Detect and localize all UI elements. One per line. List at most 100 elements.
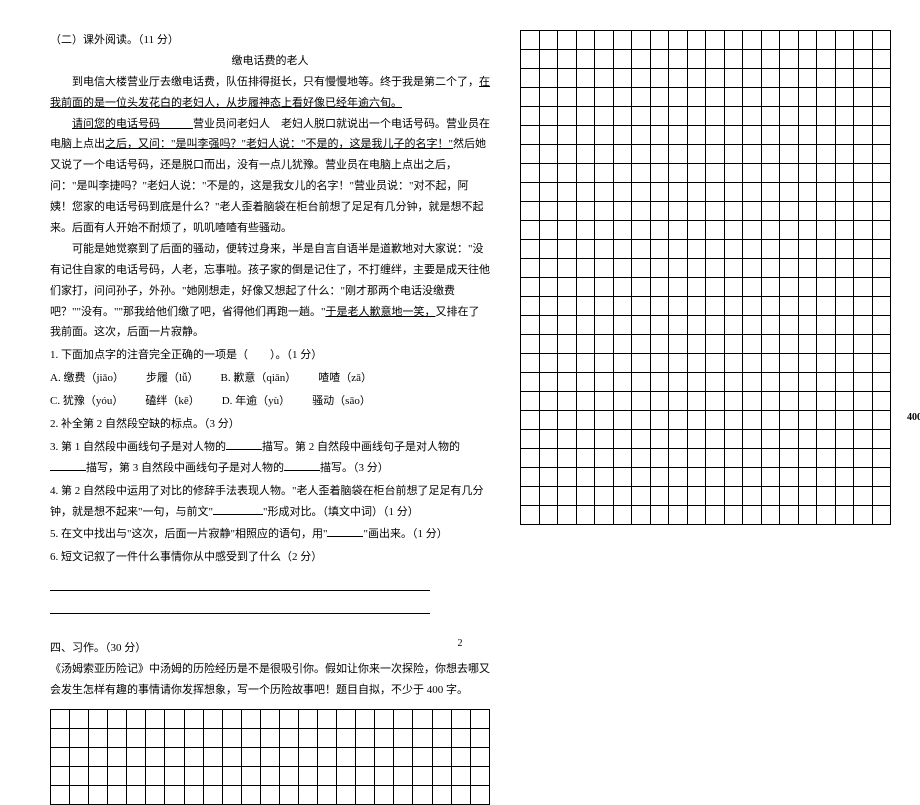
grid-cell[interactable] xyxy=(743,449,762,468)
grid-cell[interactable] xyxy=(706,297,725,316)
grid-cell[interactable] xyxy=(595,354,614,373)
grid-cell[interactable] xyxy=(761,31,780,50)
grid-cell[interactable] xyxy=(394,747,413,766)
grid-cell[interactable] xyxy=(451,728,470,747)
grid-cell[interactable] xyxy=(470,728,489,747)
grid-cell[interactable] xyxy=(375,785,394,804)
grid-cell[interactable] xyxy=(356,766,375,785)
grid-cell[interactable] xyxy=(835,354,854,373)
grid-cell[interactable] xyxy=(798,373,817,392)
grid-cell[interactable] xyxy=(558,411,577,430)
grid-cell[interactable] xyxy=(470,785,489,804)
grid-cell[interactable] xyxy=(854,164,873,183)
grid-cell[interactable] xyxy=(595,449,614,468)
grid-cell[interactable] xyxy=(724,506,743,525)
grid-cell[interactable] xyxy=(669,202,688,221)
grid-cell[interactable] xyxy=(761,202,780,221)
grid-cell[interactable] xyxy=(854,335,873,354)
grid-cell[interactable] xyxy=(854,316,873,335)
grid-cell[interactable] xyxy=(854,411,873,430)
grid-cell[interactable] xyxy=(687,126,706,145)
grid-cell[interactable] xyxy=(687,202,706,221)
grid-cell[interactable] xyxy=(558,50,577,69)
grid-cell[interactable] xyxy=(539,487,558,506)
grid-cell[interactable] xyxy=(780,392,799,411)
grid-cell[interactable] xyxy=(835,430,854,449)
grid-cell[interactable] xyxy=(780,88,799,107)
grid-cell[interactable] xyxy=(743,468,762,487)
grid-cell[interactable] xyxy=(687,259,706,278)
grid-cell[interactable] xyxy=(854,430,873,449)
grid-cell[interactable] xyxy=(854,31,873,50)
grid-cell[interactable] xyxy=(724,297,743,316)
grid-cell[interactable] xyxy=(539,278,558,297)
grid-cell[interactable] xyxy=(761,88,780,107)
grid-cell[interactable] xyxy=(798,430,817,449)
grid-cell[interactable] xyxy=(558,392,577,411)
grid-cell[interactable] xyxy=(872,449,891,468)
grid-cell[interactable] xyxy=(780,221,799,240)
grid-cell[interactable] xyxy=(669,88,688,107)
grid-cell[interactable] xyxy=(70,785,89,804)
grid-cell[interactable] xyxy=(470,766,489,785)
grid-cell[interactable] xyxy=(613,449,632,468)
grid-cell[interactable] xyxy=(165,728,184,747)
grid-cell[interactable] xyxy=(872,164,891,183)
grid-cell[interactable] xyxy=(558,202,577,221)
grid-cell[interactable] xyxy=(798,31,817,50)
grid-cell[interactable] xyxy=(669,335,688,354)
grid-cell[interactable] xyxy=(835,278,854,297)
grid-cell[interactable] xyxy=(576,126,595,145)
grid-cell[interactable] xyxy=(576,297,595,316)
grid-cell[interactable] xyxy=(108,785,127,804)
grid-cell[interactable] xyxy=(576,259,595,278)
grid-cell[interactable] xyxy=(780,335,799,354)
grid-cell[interactable] xyxy=(613,88,632,107)
grid-cell[interactable] xyxy=(743,164,762,183)
grid-cell[interactable] xyxy=(146,766,165,785)
grid-cell[interactable] xyxy=(432,728,451,747)
grid-cell[interactable] xyxy=(632,468,651,487)
grid-cell[interactable] xyxy=(743,354,762,373)
grid-cell[interactable] xyxy=(51,785,70,804)
grid-cell[interactable] xyxy=(576,88,595,107)
grid-cell[interactable] xyxy=(687,221,706,240)
grid-cell[interactable] xyxy=(576,506,595,525)
grid-cell[interactable] xyxy=(706,487,725,506)
grid-cell[interactable] xyxy=(650,31,669,50)
grid-cell[interactable] xyxy=(724,373,743,392)
grid-cell[interactable] xyxy=(724,183,743,202)
grid-cell[interactable] xyxy=(595,145,614,164)
grid-cell[interactable] xyxy=(558,259,577,278)
grid-cell[interactable] xyxy=(632,202,651,221)
grid-cell[interactable] xyxy=(595,430,614,449)
grid-cell[interactable] xyxy=(203,728,222,747)
grid-cell[interactable] xyxy=(817,240,836,259)
grid-cell[interactable] xyxy=(576,487,595,506)
grid-cell[interactable] xyxy=(650,335,669,354)
grid-cell[interactable] xyxy=(761,164,780,183)
grid-cell[interactable] xyxy=(51,766,70,785)
grid-cell[interactable] xyxy=(632,240,651,259)
grid-cell[interactable] xyxy=(650,107,669,126)
grid-cell[interactable] xyxy=(798,354,817,373)
grid-cell[interactable] xyxy=(539,126,558,145)
grid-cell[interactable] xyxy=(650,126,669,145)
grid-cell[interactable] xyxy=(521,506,540,525)
grid-cell[interactable] xyxy=(337,785,356,804)
grid-cell[interactable] xyxy=(222,747,241,766)
grid-cell[interactable] xyxy=(706,69,725,88)
grid-cell[interactable] xyxy=(632,50,651,69)
grid-cell[interactable] xyxy=(798,278,817,297)
grid-cell[interactable] xyxy=(761,50,780,69)
grid-cell[interactable] xyxy=(595,126,614,145)
grid-cell[interactable] xyxy=(632,487,651,506)
grid-cell[interactable] xyxy=(51,709,70,728)
grid-cell[interactable] xyxy=(706,506,725,525)
grid-cell[interactable] xyxy=(632,259,651,278)
grid-cell[interactable] xyxy=(650,449,669,468)
grid-cell[interactable] xyxy=(743,126,762,145)
grid-cell[interactable] xyxy=(817,468,836,487)
grid-cell[interactable] xyxy=(279,709,298,728)
grid-cell[interactable] xyxy=(780,297,799,316)
